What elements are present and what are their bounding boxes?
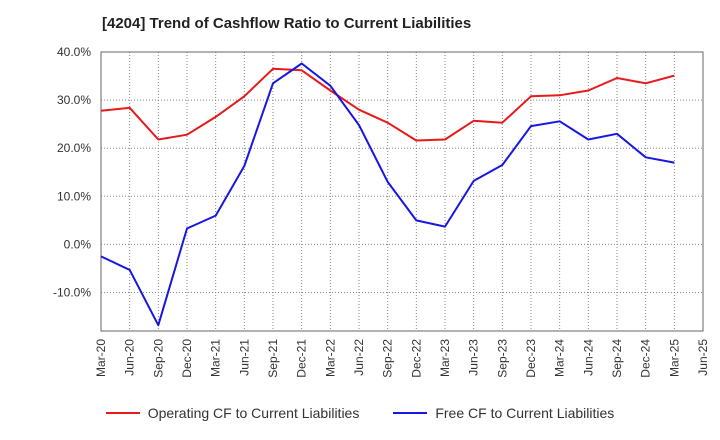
series-lines: [100, 62, 675, 327]
legend-label-operating-cf: Operating CF to Current Liabilities: [147, 405, 360, 421]
grid: [101, 51, 703, 331]
x-tick-label: Dec-20: [180, 339, 194, 378]
series-line-operating-cf: [100, 67, 675, 142]
axes: 40.0% 30.0% 20.0% 10.0% 0.0% -10.0% Mar-20 Jun-…: [53, 45, 710, 378]
x-tick-label: Dec-21: [295, 339, 309, 378]
x-tick-label: Jun-24: [581, 339, 595, 376]
x-tick-label: Mar-24: [553, 339, 567, 377]
x-tick-label: Dec-23: [524, 339, 538, 378]
y-tick-label: 30.0%: [57, 93, 91, 107]
legend-item-free-cf: Free CF to Current Liabilities: [393, 405, 614, 421]
x-tick-label: Jun-22: [352, 339, 366, 376]
x-tick-label: Dec-24: [639, 339, 653, 378]
legend: Operating CF to Current Liabilities Free…: [0, 405, 720, 421]
y-tick-label: 0.0%: [64, 237, 92, 251]
y-tick-label: 20.0%: [57, 141, 91, 155]
legend-label-free-cf: Free CF to Current Liabilities: [435, 405, 615, 421]
x-tick-label: Jun-21: [237, 339, 251, 376]
x-tick-label: Sep-24: [610, 339, 624, 378]
x-tick-label: Mar-22: [323, 339, 337, 377]
x-tick-label: Sep-20: [151, 339, 165, 378]
legend-swatch-operating-cf: [105, 412, 140, 414]
y-tick-label: 10.0%: [57, 189, 91, 203]
y-tick-label: 40.0%: [57, 45, 91, 59]
x-tick-label: Jun-25: [696, 339, 710, 376]
y-tick-label: -10.0%: [53, 286, 91, 300]
plot-frame: [100, 51, 704, 332]
x-tick-label: Sep-23: [495, 339, 509, 378]
legend-swatch-free-cf: [393, 412, 428, 414]
x-tick-label: Mar-21: [209, 339, 223, 377]
x-tick-label: Sep-21: [266, 339, 280, 378]
x-tick-label: Mar-25: [667, 339, 681, 377]
x-tick-label: Sep-22: [381, 339, 395, 378]
chart-title: [4204] Trend of Cashflow Ratio to Curren…: [102, 15, 472, 32]
legend-item-operating-cf: Operating CF to Current Liabilities: [105, 405, 360, 421]
x-tick-label: Dec-22: [409, 339, 423, 378]
series-line-free-cf: [100, 62, 675, 327]
x-tick-label: Jun-23: [467, 339, 481, 376]
x-tick-label: Mar-23: [438, 339, 452, 377]
x-tick-label: Mar-20: [94, 339, 108, 377]
x-tick-label: Jun-20: [123, 339, 137, 376]
